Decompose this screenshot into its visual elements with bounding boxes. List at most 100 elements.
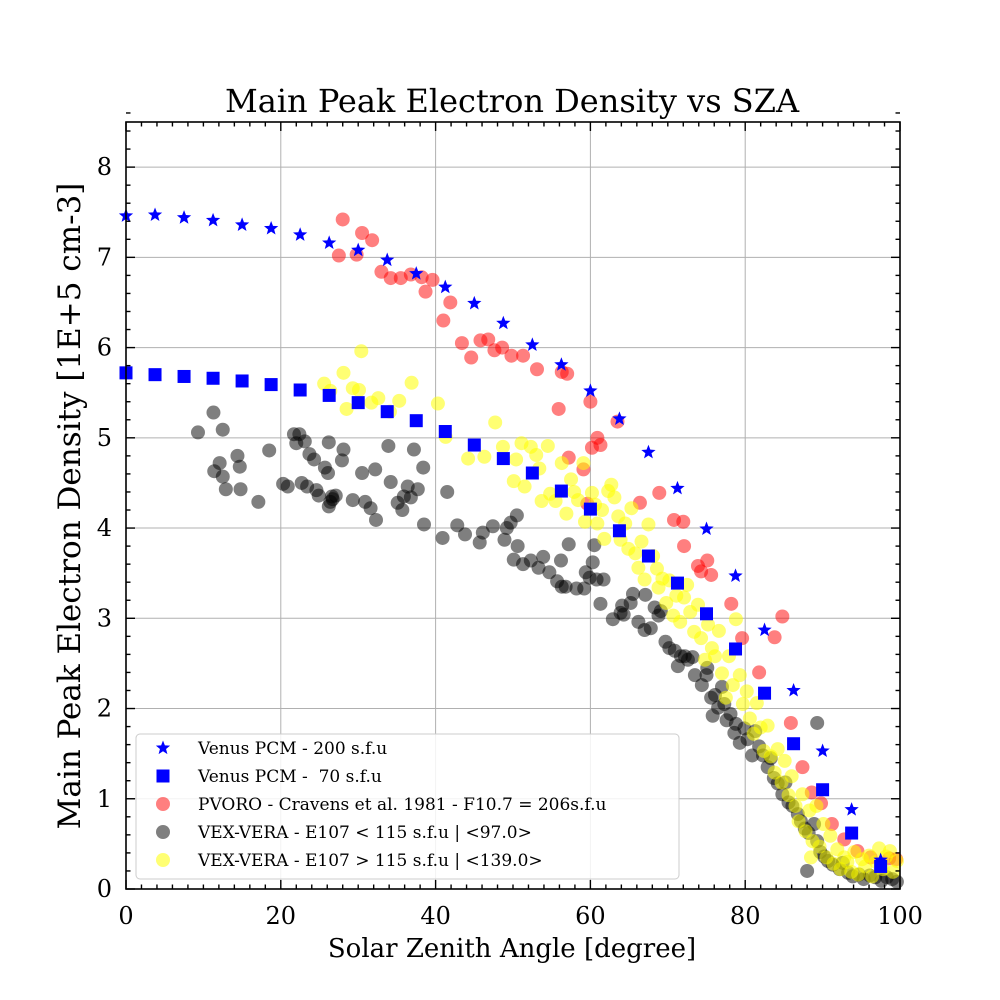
data-point bbox=[554, 484, 568, 498]
data-point bbox=[845, 826, 859, 840]
data-point bbox=[443, 295, 458, 310]
data-point bbox=[577, 514, 592, 529]
data-point bbox=[529, 362, 544, 377]
data-point bbox=[786, 682, 801, 697]
data-point bbox=[791, 814, 806, 829]
x-tick-label: 80 bbox=[730, 902, 761, 930]
data-point bbox=[587, 538, 602, 553]
data-point bbox=[725, 678, 740, 693]
data-point bbox=[280, 479, 295, 494]
data-point bbox=[783, 715, 798, 730]
data-point bbox=[652, 485, 667, 500]
data-point bbox=[560, 366, 575, 381]
data-point bbox=[506, 474, 521, 489]
legend-marker bbox=[156, 797, 170, 811]
data-point bbox=[510, 539, 525, 554]
data-point bbox=[496, 315, 511, 330]
data-point bbox=[351, 382, 366, 397]
data-point bbox=[694, 631, 709, 646]
data-point bbox=[593, 596, 608, 611]
data-point bbox=[858, 859, 873, 874]
data-point bbox=[637, 572, 652, 587]
data-point bbox=[595, 503, 610, 518]
data-point bbox=[795, 787, 810, 802]
data-point bbox=[355, 225, 370, 240]
data-point bbox=[714, 666, 729, 681]
data-point bbox=[612, 524, 626, 538]
legend-marker bbox=[155, 740, 171, 755]
data-point bbox=[670, 576, 684, 590]
data-point bbox=[458, 527, 473, 542]
data-point bbox=[438, 279, 453, 294]
legend-label: VEX-VERA - E107 > 115 s.f.u | <139.0> bbox=[197, 851, 543, 871]
data-point bbox=[643, 621, 658, 636]
data-point bbox=[212, 456, 227, 471]
data-point bbox=[467, 438, 481, 452]
data-point bbox=[477, 449, 492, 464]
data-point bbox=[677, 590, 692, 605]
data-point bbox=[711, 623, 726, 638]
data-point bbox=[729, 642, 743, 656]
data-point bbox=[554, 456, 569, 471]
data-point bbox=[371, 391, 386, 406]
data-point bbox=[816, 783, 830, 797]
data-point bbox=[739, 684, 754, 699]
data-point bbox=[488, 415, 503, 430]
data-point bbox=[571, 493, 586, 508]
x-tick-label: 60 bbox=[575, 902, 606, 930]
data-point bbox=[612, 411, 627, 425]
data-point bbox=[205, 212, 221, 227]
data-point bbox=[509, 508, 524, 523]
data-point bbox=[728, 568, 743, 582]
data-point bbox=[525, 337, 540, 351]
data-point bbox=[624, 501, 639, 516]
data-point bbox=[215, 422, 230, 437]
data-point bbox=[380, 405, 394, 419]
data-point bbox=[435, 530, 450, 545]
data-point bbox=[321, 435, 336, 450]
data-point bbox=[795, 760, 810, 775]
data-point bbox=[176, 210, 192, 224]
data-point bbox=[670, 480, 685, 495]
data-point bbox=[409, 266, 424, 280]
legend-marker bbox=[156, 769, 170, 783]
data-point bbox=[659, 595, 674, 610]
legend-label: PVORO - Cravens et al. 1981 - F10.7 = 20… bbox=[198, 795, 607, 815]
data-point bbox=[485, 519, 500, 534]
y-tick-label: 7 bbox=[97, 243, 112, 271]
data-point bbox=[293, 383, 307, 397]
data-point bbox=[339, 401, 354, 416]
y-tick-label: 6 bbox=[97, 334, 112, 362]
data-point bbox=[700, 553, 715, 568]
data-point bbox=[781, 788, 796, 803]
data-point bbox=[641, 517, 656, 532]
data-point bbox=[625, 586, 640, 601]
data-point bbox=[634, 534, 649, 549]
data-point bbox=[263, 220, 279, 235]
data-point bbox=[525, 466, 539, 480]
data-point bbox=[440, 484, 455, 499]
data-point bbox=[638, 587, 653, 602]
y-tick-label: 0 bbox=[97, 875, 112, 903]
data-point bbox=[718, 690, 733, 705]
data-point bbox=[363, 501, 378, 516]
data-point bbox=[583, 394, 598, 409]
data-point bbox=[409, 414, 423, 428]
y-tick-label: 1 bbox=[97, 785, 112, 813]
data-point bbox=[704, 567, 719, 582]
data-point bbox=[206, 371, 220, 385]
data-point bbox=[495, 439, 510, 454]
legend-label: Venus PCM - 200 s.f.u bbox=[197, 739, 387, 759]
data-point bbox=[816, 817, 831, 832]
data-point bbox=[509, 452, 524, 467]
data-point bbox=[584, 485, 599, 500]
data-point bbox=[597, 531, 612, 546]
x-tick-label: 20 bbox=[266, 902, 297, 930]
legend-frame bbox=[135, 733, 680, 880]
data-point bbox=[735, 697, 750, 712]
data-point bbox=[757, 622, 772, 637]
data-point bbox=[464, 350, 479, 365]
data-point bbox=[354, 344, 369, 359]
data-point bbox=[699, 521, 714, 536]
data-point bbox=[735, 631, 750, 646]
